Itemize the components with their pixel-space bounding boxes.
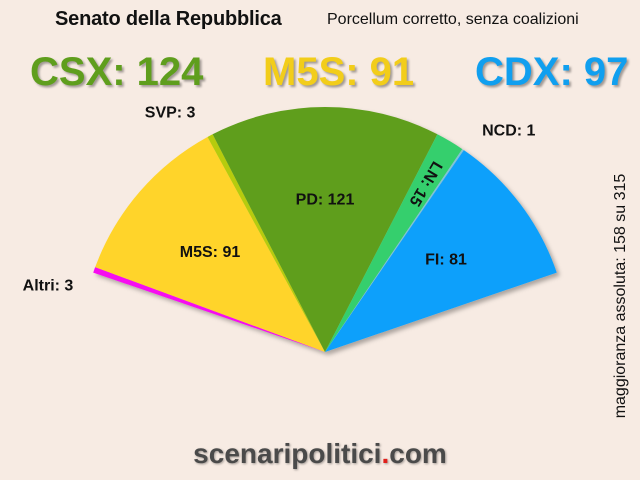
slice-ncd bbox=[325, 149, 464, 352]
total-csx: CSX: 124 bbox=[30, 50, 204, 94]
slice-altri bbox=[93, 267, 325, 352]
total-m5s: M5S: 91 bbox=[263, 50, 415, 94]
slice-fi bbox=[325, 150, 557, 352]
brand-dot: . bbox=[381, 438, 390, 469]
slice-svp bbox=[207, 134, 325, 352]
slice-label-pd: PD: 121 bbox=[296, 191, 355, 208]
slice-pd bbox=[212, 107, 438, 352]
brand-tld: com bbox=[389, 438, 447, 469]
slice-ln bbox=[325, 134, 463, 352]
slice-label-fi: FI: 81 bbox=[425, 251, 467, 268]
slice-label-ncd: NCD: 1 bbox=[482, 123, 535, 140]
slice-label-altri: Altri: 3 bbox=[23, 278, 74, 295]
chart-title: Senato della Repubblica bbox=[55, 8, 282, 30]
slice-label-m5s: M5S: 91 bbox=[180, 244, 241, 261]
chart-subtitle: Porcellum corretto, senza coalizioni bbox=[327, 11, 579, 28]
brand-name: scenaripolitici bbox=[193, 438, 382, 469]
majority-note: maggioranza assoluta: 158 su 315 bbox=[612, 173, 629, 419]
slice-label-svp: SVP: 3 bbox=[145, 105, 196, 122]
brand-watermark: scenaripolitici.com bbox=[0, 438, 640, 470]
slice-m5s bbox=[95, 137, 325, 352]
total-cdx: CDX: 97 bbox=[475, 50, 629, 94]
